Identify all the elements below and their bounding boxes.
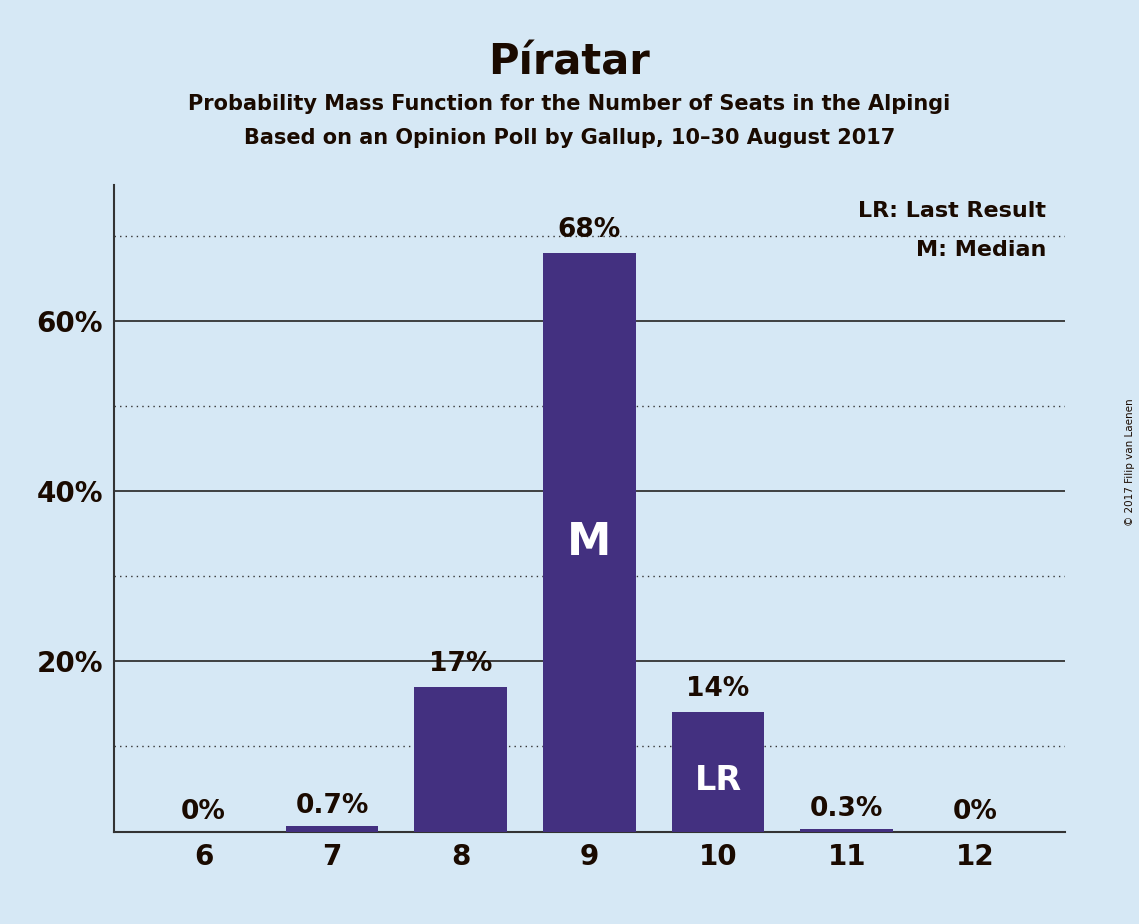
Text: Probability Mass Function for the Number of Seats in the Alpingi: Probability Mass Function for the Number… — [188, 94, 951, 115]
Bar — [415, 687, 507, 832]
Bar — [801, 829, 893, 832]
Text: 68%: 68% — [558, 216, 621, 243]
Bar — [543, 253, 636, 832]
Text: 14%: 14% — [687, 676, 749, 702]
Text: 0%: 0% — [953, 798, 998, 825]
Text: 0.7%: 0.7% — [295, 793, 369, 819]
Text: 0.3%: 0.3% — [810, 796, 884, 822]
Text: Píratar: Píratar — [489, 42, 650, 83]
Text: 0%: 0% — [181, 798, 226, 825]
Text: M: M — [567, 521, 612, 564]
Text: Based on an Opinion Poll by Gallup, 10–30 August 2017: Based on an Opinion Poll by Gallup, 10–3… — [244, 128, 895, 148]
Text: LR: LR — [695, 764, 741, 797]
Text: 17%: 17% — [429, 650, 492, 676]
Text: LR: Last Result: LR: Last Result — [858, 201, 1046, 221]
Bar — [286, 826, 378, 832]
Text: M: Median: M: Median — [916, 239, 1046, 260]
Bar — [672, 712, 764, 832]
Text: © 2017 Filip van Laenen: © 2017 Filip van Laenen — [1125, 398, 1134, 526]
